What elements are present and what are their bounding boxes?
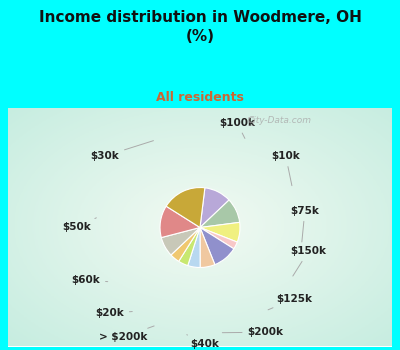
Wedge shape	[179, 228, 200, 266]
Wedge shape	[200, 188, 229, 228]
Wedge shape	[171, 228, 200, 261]
Text: Income distribution in Woodmere, OH
(%): Income distribution in Woodmere, OH (%)	[38, 10, 362, 44]
Text: > $200k: > $200k	[99, 326, 154, 342]
Wedge shape	[166, 188, 205, 228]
Text: $60k: $60k	[71, 275, 108, 285]
Wedge shape	[161, 228, 200, 255]
Wedge shape	[200, 200, 240, 228]
Text: $100k: $100k	[219, 118, 255, 139]
Text: City-Data.com: City-Data.com	[248, 116, 312, 125]
Wedge shape	[188, 228, 200, 267]
Text: $50k: $50k	[62, 218, 96, 232]
Text: $20k: $20k	[95, 308, 132, 318]
Wedge shape	[200, 222, 240, 242]
Text: All residents: All residents	[156, 91, 244, 104]
Wedge shape	[160, 206, 200, 238]
Text: ⦾: ⦾	[248, 116, 254, 126]
Text: $30k: $30k	[90, 141, 154, 161]
Text: $40k: $40k	[187, 335, 219, 349]
Text: $150k: $150k	[290, 246, 326, 276]
Text: $200k: $200k	[222, 327, 284, 337]
Wedge shape	[200, 228, 234, 265]
Text: $75k: $75k	[290, 206, 319, 242]
Text: $10k: $10k	[272, 151, 300, 186]
Wedge shape	[200, 228, 237, 249]
Wedge shape	[200, 228, 215, 267]
Text: $125k: $125k	[268, 294, 312, 310]
